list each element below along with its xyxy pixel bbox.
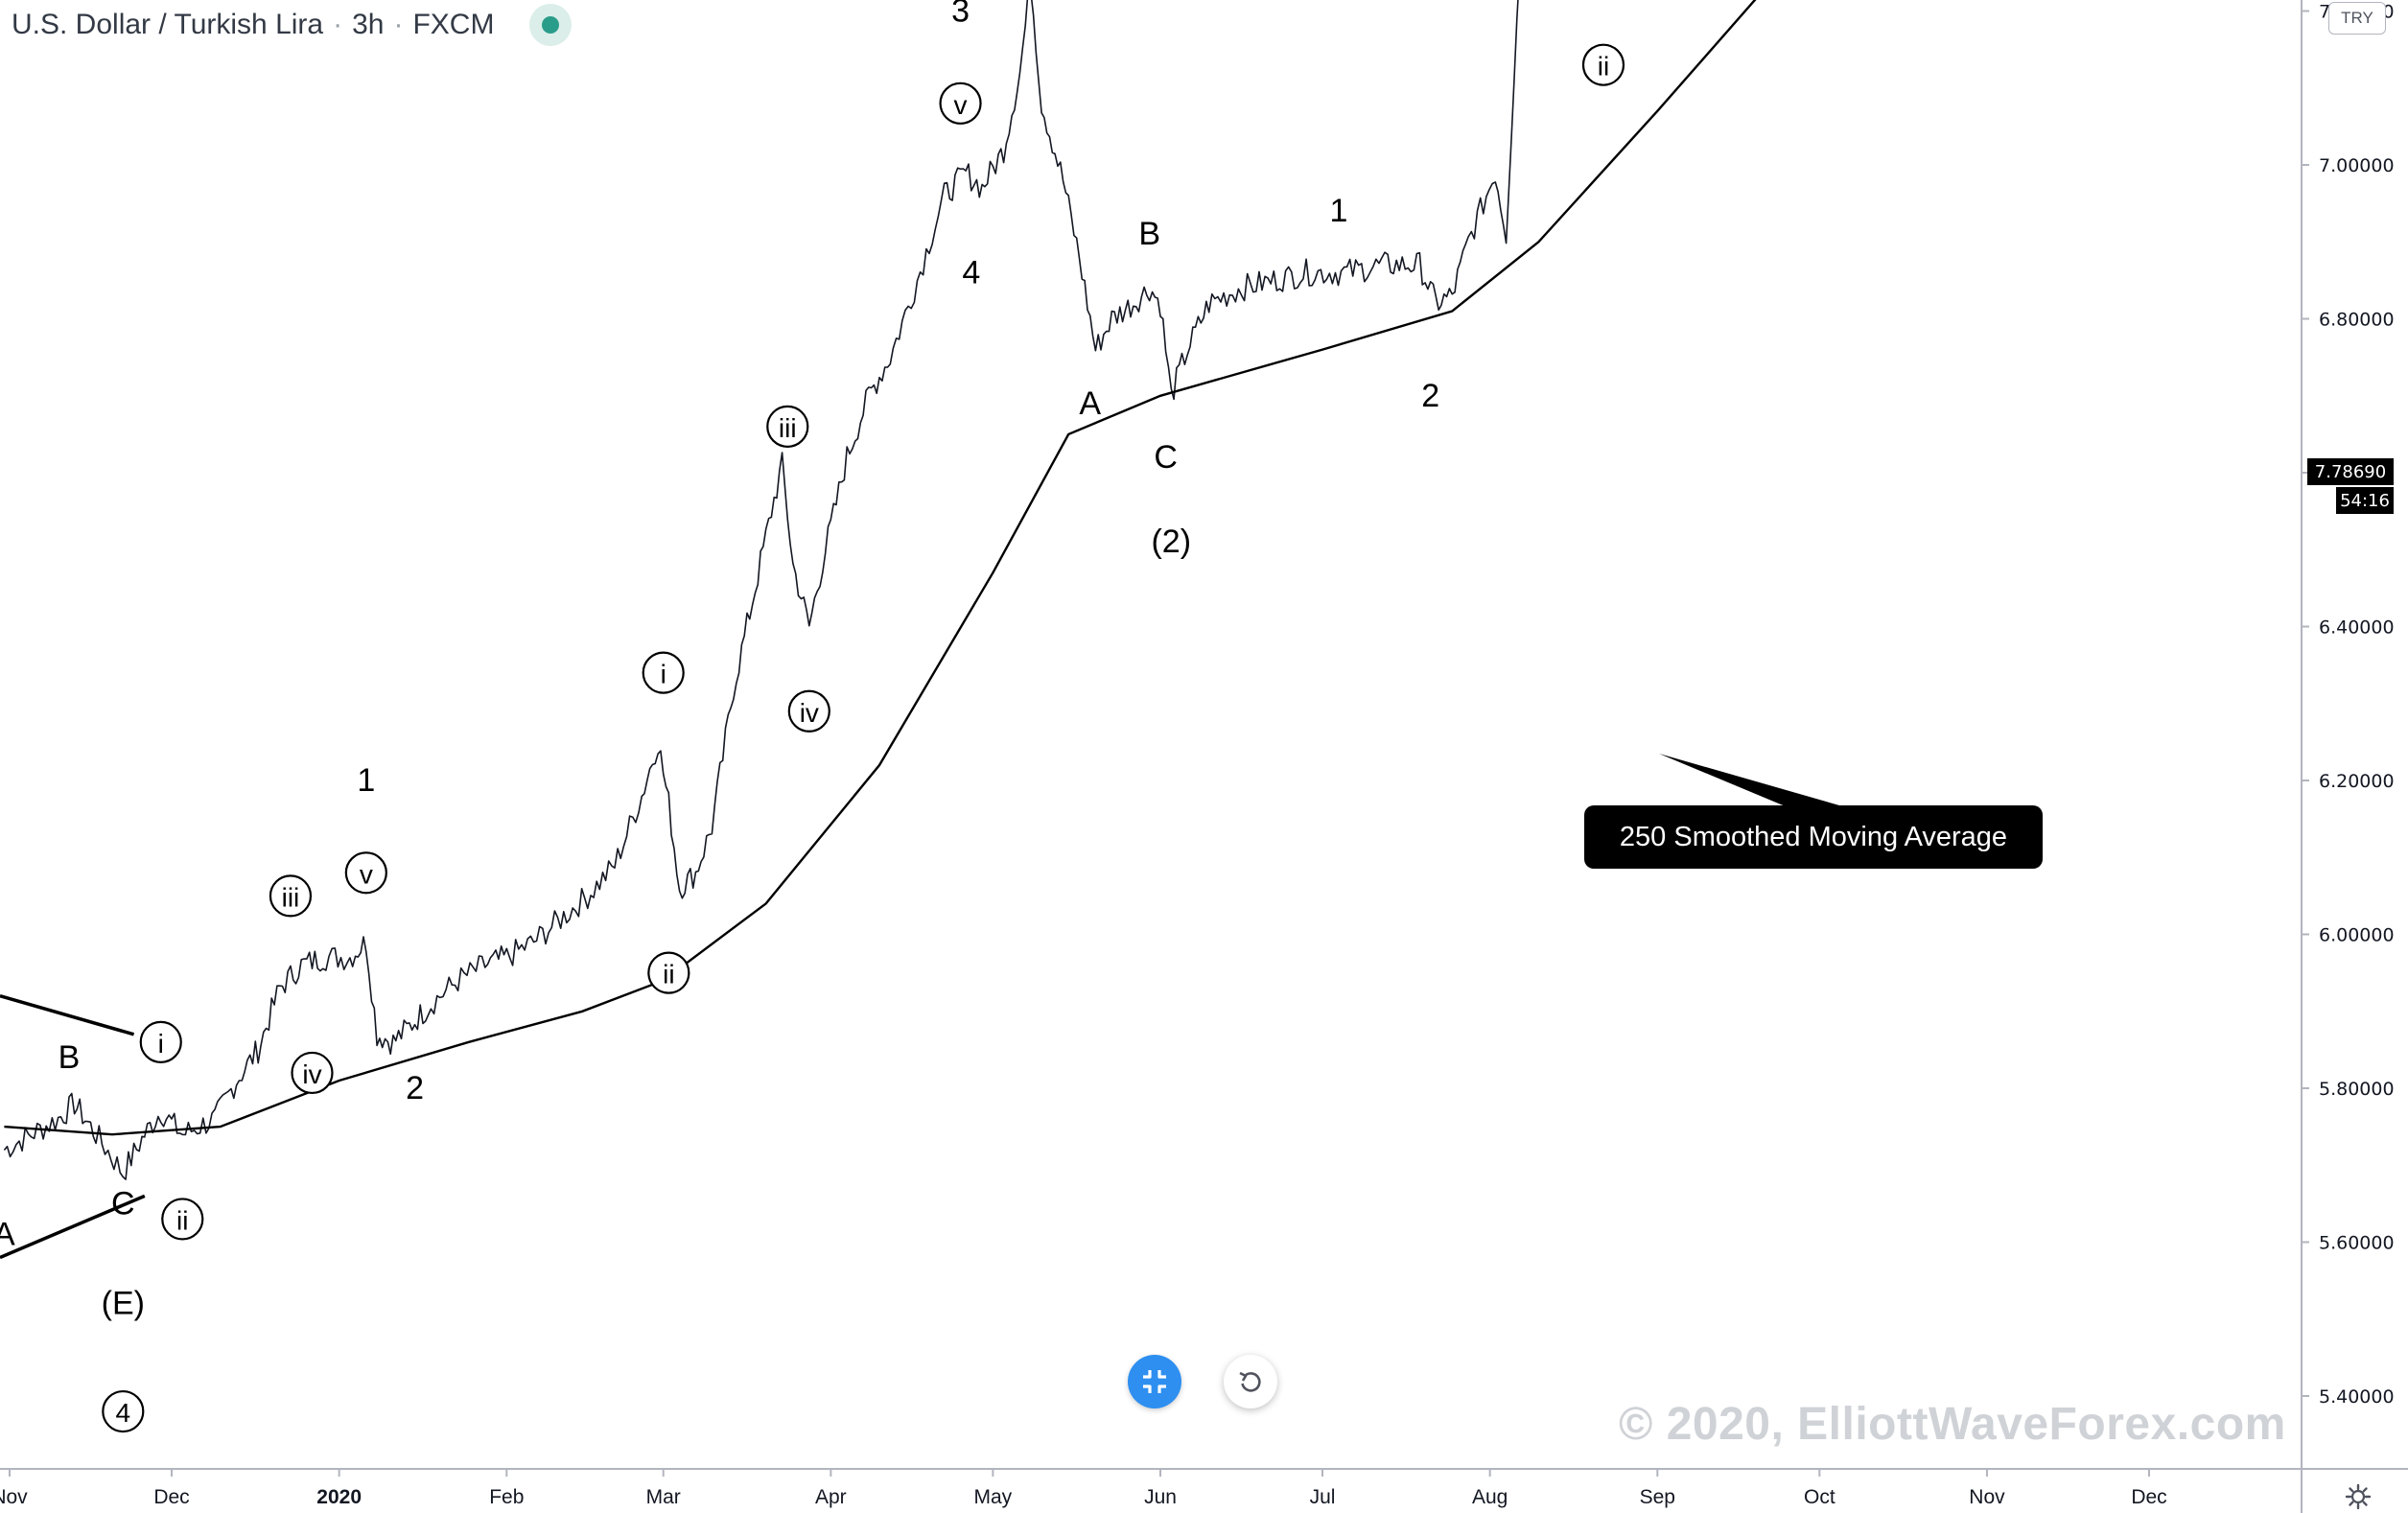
wave-label: ii [1598,52,1609,81]
wave-label: 3 [951,0,970,30]
wave-label: B [1138,216,1160,252]
wave-circle [642,651,685,694]
y-tick-label: 7.00000 [2319,155,2395,176]
x-tick-label: Oct [1804,1486,1835,1508]
x-tick-label: Jul [1310,1486,1336,1508]
y-tick-label: 6.00000 [2319,925,2395,946]
fit-screen-button[interactable] [1128,1355,1181,1408]
wave-label: (E) [102,1286,145,1322]
wave-label: iv [302,1059,321,1089]
wave-circle [344,851,387,895]
wave-label: 4 [116,1398,131,1428]
market-status-indicator[interactable] [529,4,572,46]
moving-average-line [4,0,1757,1136]
wave-label: B [58,1039,81,1076]
watermark: © 2020, ElliottWaveForex.com [1619,1399,2286,1450]
wave-label: i [661,660,666,689]
x-tick-label: Nov [0,1486,28,1508]
wave-label: iii [282,882,300,912]
price-series [3,0,1519,1180]
reset-chart-button[interactable] [1224,1355,1277,1408]
wave-label: i [158,1029,164,1059]
wave-circle [647,951,690,994]
wave-circle [291,1051,334,1095]
currency-badge[interactable]: TRY [2328,2,2386,35]
exchange-label: FXCM [412,9,495,40]
y-tick-label: 5.60000 [2319,1233,2395,1254]
wave-label: ii [176,1205,188,1235]
wave-label: 2 [406,1070,424,1106]
x-tick-label: Apr [815,1486,847,1508]
chart-header: U.S. Dollar / Turkish Lira · 3h · FXCM [12,6,494,44]
wave-circle [1581,43,1625,86]
x-tick-label: Aug [1472,1486,1508,1508]
wave-label: C [1154,439,1178,476]
triangle-trendlines [0,994,146,1260]
bar-countdown-label: 54:16 [2336,487,2394,514]
wave-circle [787,689,830,733]
ma-callout-label: 250 Smoothed Moving Average [1584,805,2043,869]
x-tick-label: Mar [646,1486,681,1508]
wave-label: 1 [357,762,375,799]
triangle-upper-line [0,994,135,1036]
wave-circle [269,874,313,918]
wave-label: v [954,90,968,120]
header-separator: · [333,9,343,40]
wave-label: ii [663,960,674,989]
price-line [3,0,1519,1180]
wave-label: A [1079,385,1101,422]
y-tick-label: 6.20000 [2319,771,2395,792]
x-tick-label: Jun [1144,1486,1177,1508]
y-tick-label: 5.40000 [2319,1386,2395,1408]
last-price-label: 7.78690 [2307,458,2394,485]
triangle-lower-line [0,1194,146,1260]
settings-button[interactable] [2342,1480,2374,1513]
ma-callout-pointer [1659,754,1839,817]
x-tick-label: May [974,1486,1013,1508]
x-tick-label: Nov [1969,1486,2005,1508]
wave-label: iv [800,698,819,728]
x-tick-label: Sep [1640,1486,1675,1508]
x-tick-label: Feb [489,1486,524,1508]
y-tick-label: 5.80000 [2319,1079,2395,1100]
symbol-name[interactable]: U.S. Dollar / Turkish Lira [12,9,324,40]
wave-circle [766,405,809,448]
x-tick-label: Dec [2131,1486,2166,1508]
wave-circle [161,1198,204,1241]
wave-label: iii [779,413,797,443]
wave-circle [102,1389,145,1433]
wave-label: 1 [1329,193,1347,229]
status-dot-icon [542,16,559,34]
y-tick-label: 6.80000 [2319,310,2395,331]
wave-circle [939,81,982,125]
moving-average-series [4,0,1757,1136]
wave-label: A [0,1216,15,1252]
wave-labels: ABC(E)4iiiiiiivv12iiiiiiivv345(1)ABC(2)1… [0,0,1625,1433]
wave-circle [139,1020,182,1063]
wave-label: (2) [1151,524,1191,560]
wave-label: v [360,859,373,889]
fit-screen-icon [1143,1370,1166,1393]
x-tick-label: Dec [153,1486,189,1508]
wave-label: 2 [1421,378,1439,414]
wave-label: C [111,1185,135,1222]
gear-icon [2345,1483,2372,1510]
header-separator: · [393,9,404,40]
x-tick-label: 2020 [316,1486,362,1508]
y-tick-label: 6.40000 [2319,617,2395,639]
interval-label[interactable]: 3h [352,9,385,40]
wave-label: 4 [962,254,980,291]
callout-pointer [1659,754,1839,817]
reset-icon [1239,1371,1261,1392]
